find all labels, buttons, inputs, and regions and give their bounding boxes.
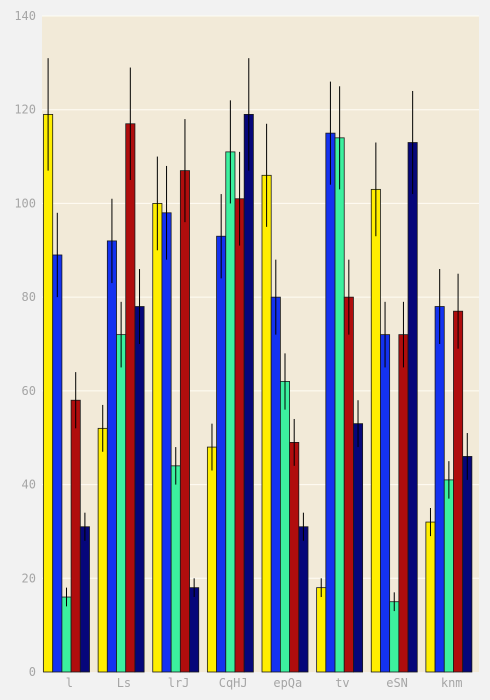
bar <box>206 446 217 673</box>
bar <box>289 441 300 673</box>
x-tick-label: l <box>66 676 73 690</box>
x-tick-label: tv <box>335 676 349 690</box>
y-tick-label: 80 <box>22 290 36 304</box>
x-tick-label: knm <box>441 676 463 690</box>
bar <box>43 114 54 673</box>
bar <box>389 601 400 673</box>
x-tick-label: CqHJ <box>219 676 248 690</box>
y-axis: 0 20 40 60 80 100 120 140 <box>14 9 36 679</box>
bar <box>398 334 409 673</box>
bar <box>79 526 90 673</box>
bar <box>353 423 364 673</box>
bar <box>179 170 190 673</box>
x-axis: l Ls lrJ CqHJ epQa tv eSN knm <box>66 676 463 690</box>
bar <box>97 427 108 673</box>
bar <box>161 212 172 673</box>
bar <box>370 188 381 673</box>
y-tick-label: 100 <box>14 196 36 210</box>
y-tick-label: 0 <box>29 665 36 679</box>
bar <box>380 334 391 673</box>
y-tick-label: 40 <box>22 478 36 492</box>
x-tick-label: eSN <box>386 676 408 690</box>
bar <box>453 310 464 673</box>
y-tick-label: 120 <box>14 103 36 117</box>
bar <box>152 203 163 673</box>
bar <box>407 142 418 673</box>
bar <box>134 306 145 673</box>
bar <box>116 334 127 673</box>
y-tick-label: 20 <box>22 571 36 585</box>
error-bars <box>47 58 468 612</box>
bar <box>316 587 327 673</box>
x-tick-label: epQa <box>273 676 302 690</box>
bar <box>170 465 181 673</box>
bar <box>279 381 290 673</box>
bar <box>443 479 454 673</box>
bar <box>125 123 136 673</box>
bar <box>462 456 473 673</box>
bar <box>225 151 236 673</box>
bar <box>70 399 81 673</box>
bar <box>61 596 72 673</box>
bar <box>298 526 309 673</box>
bar <box>270 296 281 673</box>
bar <box>261 174 272 673</box>
bar <box>234 198 245 673</box>
bar <box>425 521 436 673</box>
bar <box>52 254 63 673</box>
y-tick-label: 60 <box>22 384 36 398</box>
bar <box>343 296 354 673</box>
bar <box>325 132 336 673</box>
bar <box>216 235 227 673</box>
bar <box>189 587 200 673</box>
bar <box>334 137 345 673</box>
bar <box>106 240 117 673</box>
x-tick-label: lrJ <box>168 676 190 690</box>
bar <box>434 306 445 673</box>
bar <box>243 114 254 673</box>
y-tick-label: 140 <box>14 9 36 23</box>
x-tick-label: Ls <box>117 676 131 690</box>
